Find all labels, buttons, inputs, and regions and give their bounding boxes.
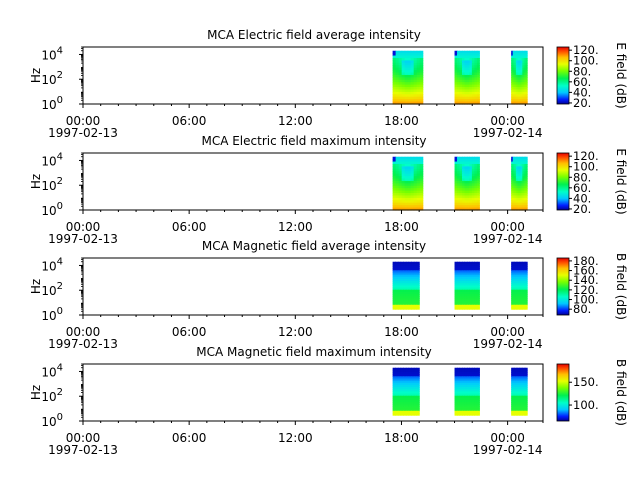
colorbar-tick-label: 180. <box>573 254 599 268</box>
data-block <box>454 367 480 416</box>
x-tick-label: 06:00 <box>172 431 207 445</box>
colorbar-tick-label: 60. <box>573 181 591 195</box>
data-block <box>511 156 528 211</box>
data-block <box>392 367 420 416</box>
y-axis-label: Hz <box>29 68 43 83</box>
data-block <box>392 261 420 310</box>
x-date-label: 1997-02-13 <box>48 337 118 351</box>
x-date-label: 1997-02-13 <box>48 443 118 457</box>
panel-1: MCA Electric field average intensityHz10… <box>29 28 628 140</box>
data-block <box>511 261 528 310</box>
colorbar-tick-label: 80. <box>573 64 591 78</box>
x-tick-label: 12:00 <box>278 114 313 128</box>
x-tick-label: 12:00 <box>278 220 313 234</box>
colorbar-tick-label: 100. <box>573 398 599 412</box>
colorbar-gradient <box>556 363 570 422</box>
data-block <box>454 156 480 211</box>
colorbar-tick-label: 80. <box>573 302 591 316</box>
panel-4: MCA Magnetic field maximum intensityHz10… <box>29 345 628 457</box>
x-tick-label: 00:00 <box>66 431 101 445</box>
y-axis-label: Hz <box>29 174 43 189</box>
x-tick-label: 06:00 <box>172 220 207 234</box>
colorbar-tick-label: 160. <box>573 264 599 278</box>
y-tick-label: 100 <box>41 306 63 323</box>
y-tick-label: 100 <box>41 412 63 429</box>
x-tick-label: 18:00 <box>384 325 419 339</box>
colorbar-tick-label: 40. <box>573 191 591 205</box>
colorbar-label: B field (dB) <box>614 359 628 426</box>
x-tick-label: 00:00 <box>66 220 101 234</box>
x-tick-label: 00:00 <box>490 325 525 339</box>
colorbar-tick-label: 20. <box>573 202 591 216</box>
data-block <box>454 50 480 105</box>
x-tick-label: 00:00 <box>66 114 101 128</box>
y-tick-label: 104 <box>41 256 63 273</box>
colorbar-label: B field (dB) <box>614 253 628 320</box>
data-block <box>392 50 424 105</box>
colorbar: 20.40.60.80.100.120. E field (dB) <box>556 148 628 216</box>
x-date-label: 1997-02-14 <box>473 232 543 246</box>
y-axis-label: Hz <box>29 385 43 400</box>
x-date-label: 1997-02-13 <box>48 232 118 246</box>
y-tick-label: 102 <box>41 387 63 404</box>
colorbar-tick-label: 60. <box>573 75 591 89</box>
data-block <box>454 261 480 310</box>
x-tick-label: 12:00 <box>278 325 313 339</box>
colorbar-tick-label: 120. <box>573 43 599 57</box>
colorbar-gradient <box>556 152 570 211</box>
panel-3: MCA Magnetic field average intensityHz10… <box>29 239 628 351</box>
y-tick-label: 100 <box>41 201 63 218</box>
colorbar-tick-label: 140. <box>573 273 599 287</box>
y-tick-label: 102 <box>41 70 63 87</box>
panel-title: MCA Magnetic field average intensity <box>202 239 426 253</box>
y-tick-label: 104 <box>41 151 63 168</box>
x-date-label: 1997-02-14 <box>473 443 543 457</box>
x-tick-label: 18:00 <box>384 114 419 128</box>
colorbar-tick-label: 100. <box>573 54 599 68</box>
panel-title: MCA Electric field maximum intensity <box>201 134 426 148</box>
data-block <box>511 50 528 105</box>
x-tick-label: 00:00 <box>66 325 101 339</box>
x-date-label: 1997-02-13 <box>48 126 118 140</box>
data-block <box>392 156 424 211</box>
x-tick-label: 06:00 <box>172 325 207 339</box>
x-tick-label: 06:00 <box>172 114 207 128</box>
colorbar: 20.40.60.80.100.120. E field (dB) <box>556 42 628 110</box>
x-tick-label: 00:00 <box>490 114 525 128</box>
colorbar-gradient <box>556 46 570 105</box>
y-tick-label: 100 <box>41 95 63 112</box>
panel-2: MCA Electric field maximum intensityHz10… <box>29 134 628 246</box>
colorbar: 100. 150. B field (dB) <box>556 359 628 426</box>
y-tick-label: 102 <box>41 176 63 193</box>
y-tick-label: 104 <box>41 362 63 379</box>
y-axis-label: Hz <box>29 279 43 294</box>
data-block <box>511 367 528 416</box>
colorbar-label: E field (dB) <box>614 148 628 214</box>
colorbar-tick-label: 100. <box>573 293 599 307</box>
colorbar-tick-label: 150. <box>573 375 599 389</box>
y-tick-label: 104 <box>41 45 63 62</box>
x-tick-label: 18:00 <box>384 431 419 445</box>
colorbar-tick-label: 40. <box>573 85 591 99</box>
x-tick-label: 18:00 <box>384 220 419 234</box>
colorbar-tick-label: 100. <box>573 160 599 174</box>
x-tick-label: 12:00 <box>278 431 313 445</box>
colorbar-gradient <box>556 257 570 316</box>
colorbar-tick-label: 80. <box>573 170 591 184</box>
panel-title: MCA Electric field average intensity <box>207 28 421 42</box>
colorbar-tick-label: 120. <box>573 149 599 163</box>
x-tick-label: 00:00 <box>490 220 525 234</box>
y-tick-label: 102 <box>41 281 63 298</box>
x-date-label: 1997-02-14 <box>473 337 543 351</box>
colorbar-tick-label: 120. <box>573 283 599 297</box>
x-date-label: 1997-02-14 <box>473 126 543 140</box>
colorbar-label: E field (dB) <box>614 42 628 108</box>
colorbar: 80.100.120.140.160.180. B field (dB) <box>556 253 628 320</box>
colorbar-tick-label: 20. <box>573 96 591 110</box>
panel-title: MCA Magnetic field maximum intensity <box>196 345 432 359</box>
x-tick-label: 00:00 <box>490 431 525 445</box>
